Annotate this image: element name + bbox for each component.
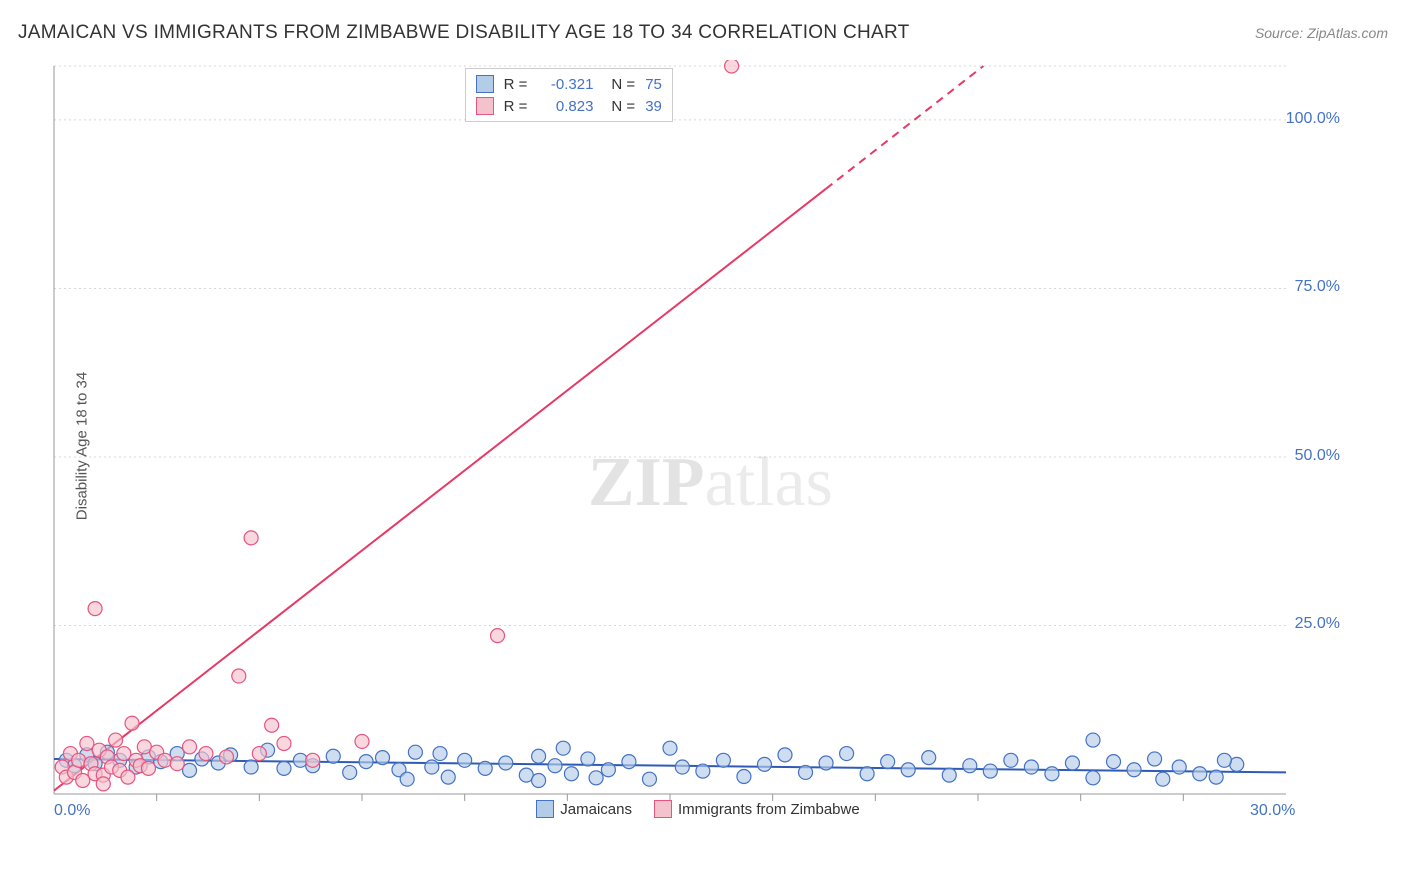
x-tick-label: 0.0% — [54, 802, 90, 820]
legend-label: Immigrants from Zimbabwe — [678, 801, 860, 818]
plot-area: R =-0.321N =75R =0.823N =39 ZIPatlas Jam… — [48, 60, 1348, 830]
r-value: 0.823 — [537, 98, 593, 115]
y-tick-label: 100.0% — [1286, 110, 1340, 128]
legend-item: Jamaicans — [536, 800, 632, 818]
stats-row: R = -0.321 N = 75 — [476, 73, 662, 95]
series-swatch — [536, 800, 554, 818]
x-tick-label: 30.0% — [1250, 802, 1295, 820]
legend-label: Jamaicans — [560, 801, 632, 818]
chart-title: JAMAICAN VS IMMIGRANTS FROM ZIMBABWE DIS… — [18, 22, 910, 44]
r-value: -0.321 — [537, 76, 593, 93]
correlation-stats-box: R = -0.321 N = 75 R = 0.823 N = 39 — [465, 68, 673, 122]
n-label: N = — [611, 98, 635, 115]
r-label: R = — [504, 98, 528, 115]
n-value: 75 — [645, 76, 662, 93]
series-swatch — [476, 75, 494, 93]
series-swatch — [654, 800, 672, 818]
legend-item: Immigrants from Zimbabwe — [654, 800, 860, 818]
r-label: R = — [504, 76, 528, 93]
source-label: Source: ZipAtlas.com — [1255, 25, 1388, 41]
series-legend: Jamaicans Immigrants from Zimbabwe — [48, 800, 1348, 818]
y-tick-label: 75.0% — [1295, 278, 1340, 296]
series-swatch — [476, 97, 494, 115]
y-tick-label: 50.0% — [1295, 447, 1340, 465]
chart-svg — [48, 60, 1348, 830]
n-value: 39 — [645, 98, 662, 115]
stats-row: R = 0.823 N = 39 — [476, 95, 662, 117]
y-tick-label: 25.0% — [1295, 615, 1340, 633]
n-label: N = — [611, 76, 635, 93]
